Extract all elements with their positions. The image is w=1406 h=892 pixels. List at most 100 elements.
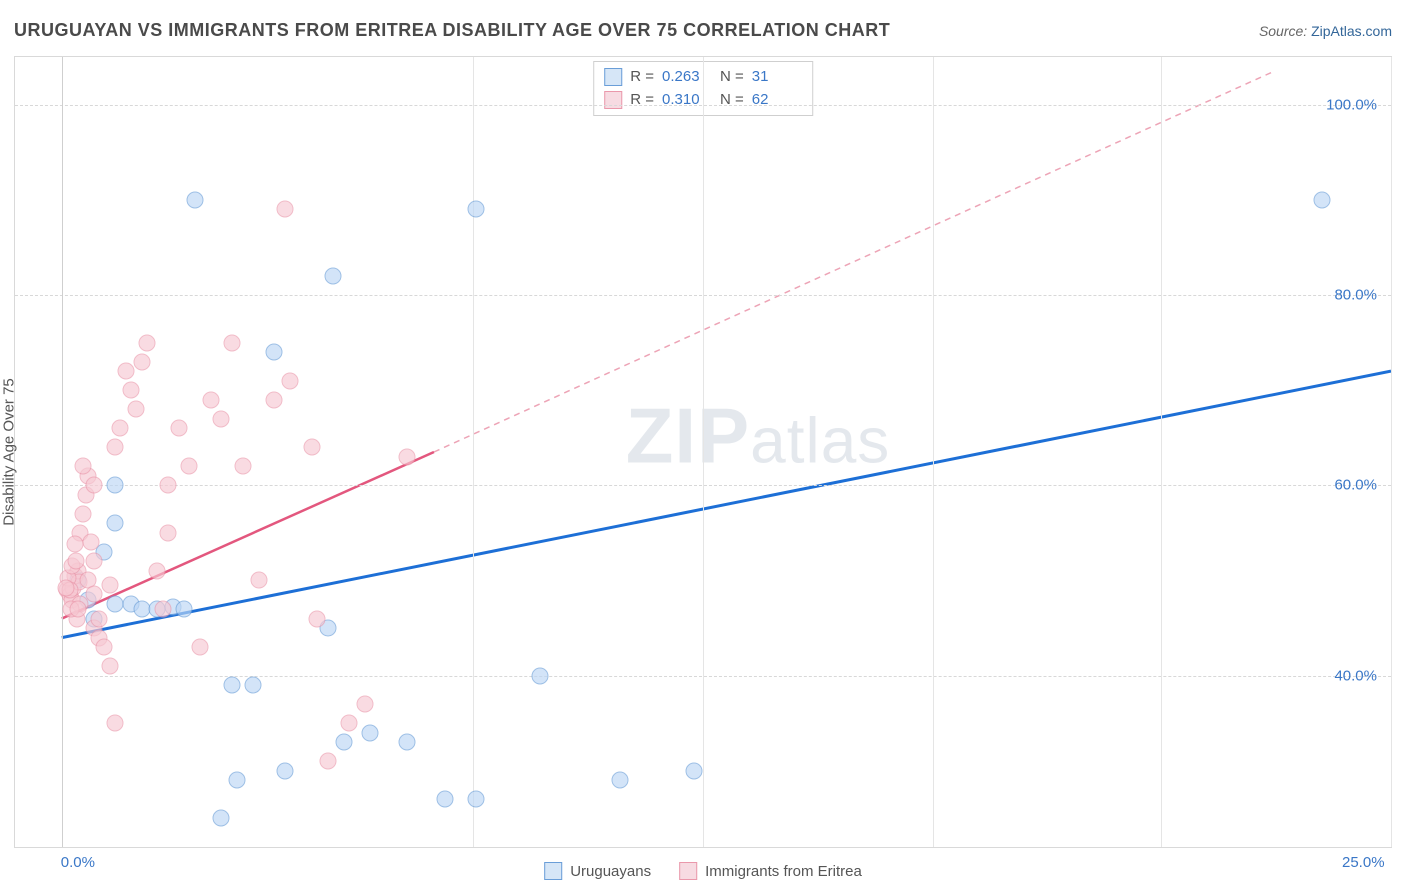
scatter-point-pink — [66, 536, 83, 553]
scatter-point-blue — [176, 601, 193, 618]
scatter-point-pink — [101, 577, 118, 594]
legend-n-label: N = — [720, 89, 744, 112]
scatter-point-pink — [106, 439, 123, 456]
scatter-point-pink — [308, 610, 325, 627]
scatter-point-pink — [69, 601, 86, 618]
scatter-point-pink — [154, 601, 171, 618]
scatter-point-pink — [399, 448, 416, 465]
scatter-point-blue — [106, 515, 123, 532]
gridline-vertical — [1161, 57, 1162, 847]
scatter-point-blue — [245, 677, 262, 694]
scatter-point-blue — [532, 667, 549, 684]
scatter-point-pink — [91, 610, 108, 627]
source-attribution: Source: ZipAtlas.com — [1259, 23, 1392, 39]
legend-series-item-pink: Immigrants from Eritrea — [679, 862, 862, 880]
scatter-point-pink — [96, 639, 113, 656]
legend-swatch-blue — [544, 862, 562, 880]
scatter-point-pink — [112, 420, 129, 437]
x-tick-label: 25.0% — [1342, 854, 1385, 871]
y-axis-line — [62, 57, 63, 847]
source-label: Source: — [1259, 23, 1307, 39]
scatter-point-pink — [340, 715, 357, 732]
scatter-point-blue — [468, 201, 485, 218]
scatter-point-blue — [612, 772, 629, 789]
gridline-vertical — [473, 57, 474, 847]
legend-swatch-pink — [604, 91, 622, 109]
legend-swatch-blue — [604, 68, 622, 86]
legend-n-value-blue: 31 — [752, 66, 802, 89]
y-tick-label: 40.0% — [1334, 667, 1377, 684]
scatter-point-pink — [83, 534, 100, 551]
scatter-point-pink — [170, 420, 187, 437]
x-tick-label: 0.0% — [61, 854, 95, 871]
scatter-point-pink — [266, 391, 283, 408]
scatter-point-pink — [68, 553, 85, 570]
scatter-point-blue — [277, 762, 294, 779]
scatter-point-pink — [160, 524, 177, 541]
scatter-point-pink — [181, 458, 198, 475]
scatter-point-pink — [106, 715, 123, 732]
scatter-point-pink — [160, 477, 177, 494]
scatter-point-pink — [75, 505, 92, 522]
watermark: ZIPatlas — [626, 391, 891, 482]
scatter-point-blue — [133, 601, 150, 618]
legend-r-label: R = — [630, 66, 654, 89]
scatter-point-pink — [122, 382, 139, 399]
scatter-point-blue — [362, 724, 379, 741]
trend-line — [62, 371, 1391, 638]
scatter-point-pink — [101, 658, 118, 675]
scatter-point-pink — [192, 639, 209, 656]
legend-series-item-blue: Uruguayans — [544, 862, 651, 880]
scatter-point-pink — [149, 562, 166, 579]
scatter-point-blue — [468, 791, 485, 808]
y-tick-label: 100.0% — [1326, 96, 1377, 113]
legend-series-label-blue: Uruguayans — [570, 863, 651, 880]
scatter-point-blue — [223, 677, 240, 694]
legend-r-value-pink: 0.310 — [662, 89, 712, 112]
scatter-point-pink — [282, 372, 299, 389]
y-tick-label: 80.0% — [1334, 286, 1377, 303]
legend-n-value-pink: 62 — [752, 89, 802, 112]
scatter-point-blue — [229, 772, 246, 789]
scatter-point-pink — [250, 572, 267, 589]
scatter-point-pink — [202, 391, 219, 408]
plot-area: ZIPatlas R = 0.263 N = 31 R = 0.310 N = … — [15, 57, 1391, 847]
scatter-point-pink — [277, 201, 294, 218]
scatter-point-blue — [324, 267, 341, 284]
scatter-point-blue — [399, 734, 416, 751]
scatter-point-pink — [138, 334, 155, 351]
legend-n-label: N = — [720, 66, 744, 89]
chart-area: Disability Age Over 75 ZIPatlas R = 0.26… — [14, 56, 1392, 848]
y-tick-label: 60.0% — [1334, 477, 1377, 494]
scatter-point-pink — [85, 585, 102, 602]
scatter-point-blue — [335, 734, 352, 751]
legend-series: Uruguayans Immigrants from Eritrea — [544, 862, 862, 880]
scatter-point-pink — [223, 334, 240, 351]
scatter-point-pink — [303, 439, 320, 456]
gridline-vertical — [933, 57, 934, 847]
scatter-point-pink — [356, 696, 373, 713]
chart-header: URUGUAYAN VS IMMIGRANTS FROM ERITREA DIS… — [14, 20, 1392, 41]
scatter-point-pink — [58, 580, 75, 597]
scatter-point-pink — [117, 363, 134, 380]
watermark-logo-small: atlas — [750, 405, 890, 477]
legend-swatch-pink — [679, 862, 697, 880]
scatter-point-blue — [686, 762, 703, 779]
chart-title: URUGUAYAN VS IMMIGRANTS FROM ERITREA DIS… — [14, 20, 890, 41]
watermark-logo-big: ZIP — [626, 392, 750, 480]
legend-series-label-pink: Immigrants from Eritrea — [705, 863, 862, 880]
scatter-point-blue — [1313, 191, 1330, 208]
scatter-point-pink — [319, 753, 336, 770]
scatter-point-pink — [213, 410, 230, 427]
scatter-point-blue — [436, 791, 453, 808]
scatter-point-blue — [106, 596, 123, 613]
scatter-point-blue — [106, 477, 123, 494]
legend-r-label: R = — [630, 89, 654, 112]
scatter-point-pink — [75, 458, 92, 475]
scatter-point-pink — [133, 353, 150, 370]
scatter-point-pink — [234, 458, 251, 475]
scatter-point-pink — [85, 553, 102, 570]
scatter-point-blue — [213, 810, 230, 827]
scatter-point-blue — [266, 344, 283, 361]
gridline-vertical — [703, 57, 704, 847]
